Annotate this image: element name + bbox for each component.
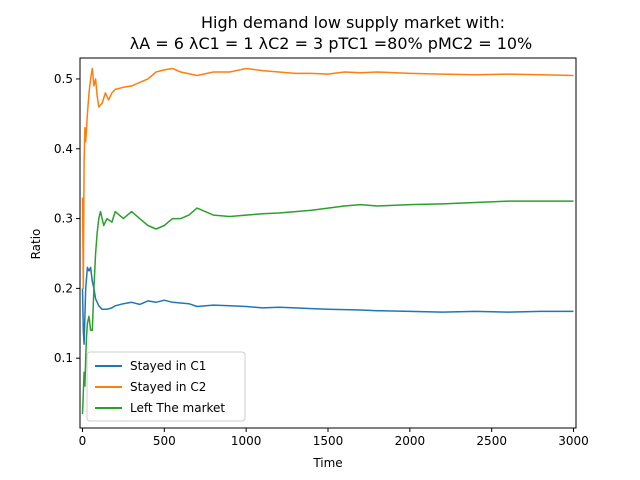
x-tick-label: 2000 <box>395 434 426 448</box>
y-axis: 0.1 0.2 0.3 0.4 0.5 <box>54 72 80 365</box>
chart-title: High demand low supply market with: <box>201 13 505 32</box>
x-tick-label: 500 <box>153 434 176 448</box>
x-tick-label: 3000 <box>558 434 589 448</box>
y-tick-label: 0.2 <box>54 281 73 295</box>
x-axis-label: Time <box>312 456 342 470</box>
legend-box <box>86 351 246 422</box>
legend-entry-2: Left The market <box>130 401 225 415</box>
y-tick-label: 0.4 <box>54 142 73 156</box>
series-group <box>81 67 574 415</box>
x-tick-label: 0 <box>79 434 87 448</box>
series-line-0 <box>81 266 574 345</box>
y-tick-label: 0.5 <box>54 72 73 86</box>
x-tick-label: 1000 <box>231 434 262 448</box>
series-line-1 <box>81 67 574 290</box>
y-axis-label: Ratio <box>29 229 43 260</box>
legend-entry-1: Stayed in C2 <box>130 380 206 394</box>
x-tick-label: 2500 <box>476 434 507 448</box>
legend-entry-0: Stayed in C1 <box>130 359 206 373</box>
chart-subtitle: λA = 6 λC1 = 1 λC2 = 3 pTC1 =80% pMC2 = … <box>130 34 533 53</box>
y-tick-label: 0.3 <box>54 212 73 226</box>
legend: Stayed in C1 Stayed in C2 Left The market <box>86 351 246 422</box>
x-tick-label: 1500 <box>313 434 344 448</box>
series-line-2 <box>81 200 574 415</box>
y-tick-label: 0.1 <box>54 351 73 365</box>
x-axis: 0 500 1000 1500 2000 2500 3000 <box>79 428 589 448</box>
